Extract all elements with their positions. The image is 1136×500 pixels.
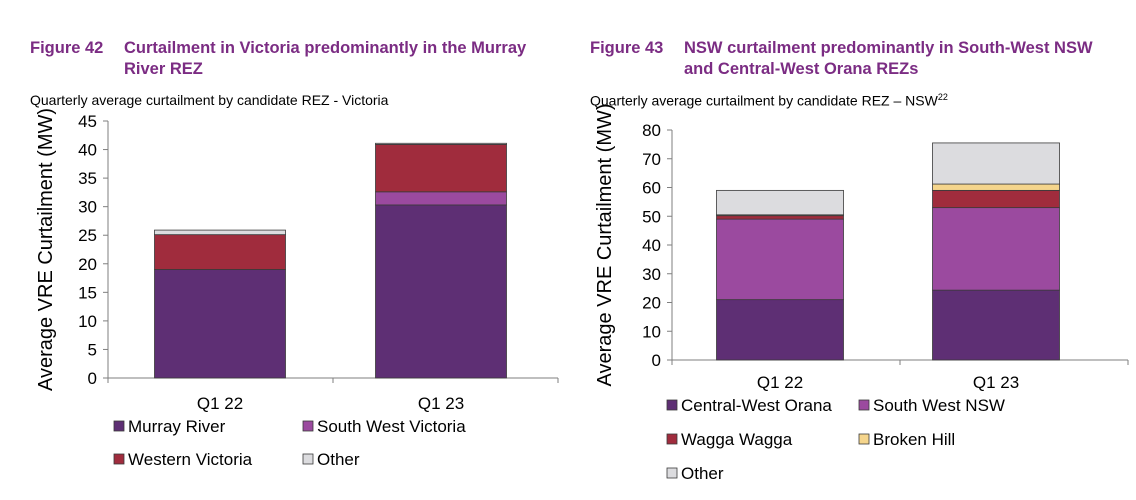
y-tick-label: 15 [78, 283, 97, 302]
y-tick-label: 25 [78, 226, 97, 245]
legend-label: Western Victoria [128, 450, 253, 469]
legend-label: Other [317, 450, 360, 469]
legend-swatch [302, 453, 314, 465]
bar-segment-murray-river [154, 269, 286, 379]
bar-segment-south-west-victoria [375, 191, 507, 206]
y-tick-label: 30 [642, 265, 661, 284]
bar-segment-murray-river [375, 204, 507, 379]
bar-segment-other [154, 229, 286, 236]
y-tick-label: 30 [78, 198, 97, 217]
legend-swatch [666, 399, 678, 411]
legend-swatch [302, 420, 314, 432]
figure-subtitle: Quarterly average curtailment by candida… [30, 92, 388, 108]
y-tick-label: 35 [78, 169, 97, 188]
figure-subtitle: Quarterly average curtailment by candida… [590, 92, 948, 109]
bar-segment-wagga-wagga [932, 189, 1060, 209]
legend-swatch [666, 433, 678, 445]
legend-swatch [858, 433, 870, 445]
y-tick-label: 10 [642, 322, 661, 341]
bar-segment-south-west-nsw [932, 207, 1060, 291]
x-tick-label: Q1 23 [418, 394, 464, 413]
legend-swatch [666, 467, 678, 479]
legend-label: South West NSW [873, 396, 1005, 415]
y-tick-label: 0 [88, 369, 97, 388]
x-tick-label: Q1 23 [973, 373, 1019, 392]
bar-segment-other [716, 189, 844, 216]
y-tick-label: 20 [78, 255, 97, 274]
y-tick-label: 45 [78, 112, 97, 131]
bar-segment-broken-hill [932, 183, 1060, 191]
y-axis-label: Average VRE Curtailment (MW) [35, 108, 57, 391]
figure-number: Figure 42 [30, 39, 104, 57]
figure-number: Figure 43 [590, 39, 664, 57]
x-tick-label: Q1 22 [757, 373, 803, 392]
legend-label: Other [681, 464, 724, 483]
legend-label: South West Victoria [317, 417, 466, 436]
legend-label: Broken Hill [873, 430, 955, 449]
bar-segment-other [932, 142, 1060, 185]
y-tick-label: 0 [652, 351, 661, 370]
bar-segment-south-west-nsw [716, 218, 844, 301]
y-tick-label: 60 [642, 179, 661, 198]
legend-swatch [113, 453, 125, 465]
figure-subtitle-footnote: 22 [937, 92, 948, 102]
y-tick-label: 5 [88, 340, 97, 359]
y-tick-label: 10 [78, 312, 97, 331]
figure-subtitle-text: Quarterly average curtailment by candida… [590, 92, 938, 109]
bar-segment-western-victoria [375, 144, 507, 193]
legend-swatch [113, 420, 125, 432]
legend-label: Murray River [128, 417, 226, 436]
y-tick-label: 50 [642, 207, 661, 226]
figure-title-text: Curtailment in Victoria predominantly in… [124, 39, 527, 78]
bar-segment-other [375, 142, 507, 145]
bar-segment-wagga-wagga [716, 215, 844, 220]
bar-segment-central-west-orana [716, 299, 844, 361]
bar-segment-central-west-orana [932, 289, 1060, 361]
chart-figure-42: 0 5 10 15 20 25 30 35 40 45 Average VRE Curtailmen… [35, 108, 559, 469]
y-tick-label: 40 [78, 141, 97, 160]
figure-43-panel: Figure 43 NSW curtailment predominantly … [568, 0, 1136, 500]
legend-label: Central-West Orana [681, 396, 832, 415]
y-tick-label: 40 [642, 236, 661, 255]
bar-segment-western-victoria [154, 234, 286, 270]
y-axis-label: Average VRE Curtailment (MW) [594, 103, 616, 386]
y-tick-label: 80 [642, 121, 661, 140]
y-tick-label: 70 [642, 150, 661, 169]
figure-42-panel: Figure 42 Curtailment in Victoria predom… [30, 39, 559, 469]
legend-label: Wagga Wagga [681, 430, 793, 449]
x-tick-label: Q1 22 [197, 394, 243, 413]
figure-subtitle-text: Quarterly average curtailment by candida… [30, 92, 389, 108]
chart-figure-43: 0 10 20 30 40 50 60 70 80 Average VRE Curtailment… [594, 103, 1129, 483]
legend-swatch [858, 399, 870, 411]
y-tick-label: 20 [642, 294, 661, 313]
figure-title-text: NSW curtailment predominantly in South-W… [684, 39, 1093, 78]
